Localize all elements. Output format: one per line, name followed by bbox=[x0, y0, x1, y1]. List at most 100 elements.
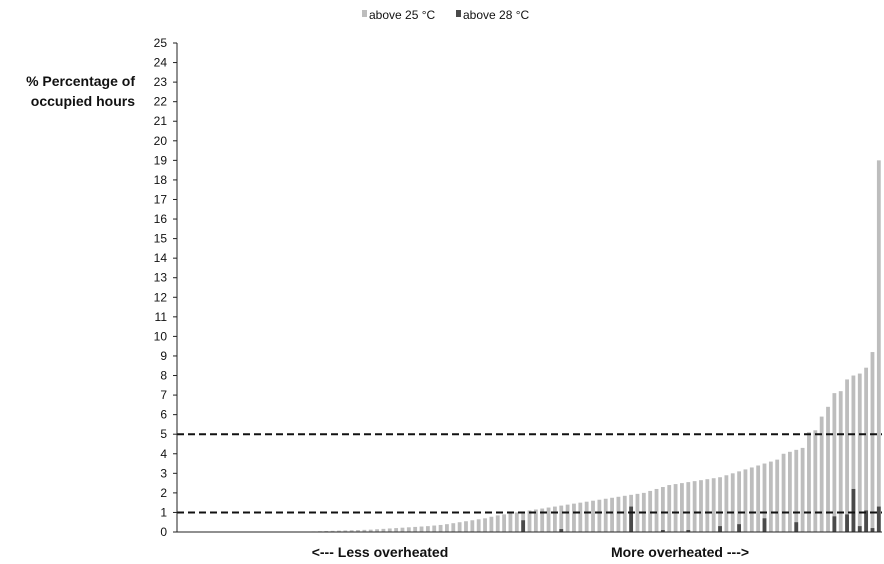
series-above-28 bbox=[521, 488, 881, 532]
y-tick-label: 25 bbox=[154, 36, 168, 50]
bar-above-25 bbox=[775, 459, 780, 532]
bar-above-25 bbox=[616, 496, 621, 532]
reference-lines bbox=[177, 433, 882, 514]
bar-above-25 bbox=[368, 529, 373, 532]
bar-above-25 bbox=[699, 480, 703, 532]
y-tick-label: 23 bbox=[154, 75, 168, 89]
legend-label: above 28 °C bbox=[463, 8, 530, 22]
bar-above-25 bbox=[864, 367, 869, 532]
bar-above-25 bbox=[489, 516, 494, 532]
bar-above-25 bbox=[819, 416, 824, 532]
bar-above-25 bbox=[425, 526, 430, 532]
y-tick-label: 6 bbox=[160, 408, 167, 422]
y-tick-label: 16 bbox=[154, 212, 168, 226]
bar-above-25 bbox=[540, 508, 545, 532]
bar-above-25 bbox=[667, 485, 672, 532]
bar-above-25 bbox=[724, 475, 729, 532]
y-tick-label: 4 bbox=[160, 447, 167, 461]
bar-above-25 bbox=[788, 451, 792, 532]
bar-above-25 bbox=[635, 493, 640, 532]
bar-above-25 bbox=[610, 497, 614, 532]
y-tick-label: 5 bbox=[160, 427, 167, 441]
bar-above-25 bbox=[400, 527, 405, 532]
bar-above-25 bbox=[483, 518, 487, 532]
bar-above-25 bbox=[705, 479, 710, 532]
y-tick-label: 8 bbox=[160, 369, 167, 383]
y-tick-label: 19 bbox=[154, 153, 168, 167]
bar-above-25 bbox=[870, 352, 875, 532]
bar-above-25 bbox=[597, 499, 602, 532]
bar-above-25 bbox=[756, 465, 761, 532]
bar-above-25 bbox=[660, 487, 665, 532]
bar-above-25 bbox=[381, 528, 386, 532]
y-tick-label: 1 bbox=[160, 505, 167, 519]
bar-above-25 bbox=[533, 509, 538, 532]
y-tick-label: 9 bbox=[160, 349, 167, 363]
y-axis-label: % Percentage of occupied hours bbox=[26, 73, 135, 109]
bar-above-28 bbox=[737, 524, 741, 532]
bar-above-25 bbox=[553, 506, 557, 532]
bar-above-28 bbox=[686, 530, 691, 532]
bar-above-25 bbox=[838, 391, 843, 532]
bar-above-28 bbox=[660, 530, 665, 532]
bar-above-25 bbox=[330, 530, 335, 532]
bar-above-25 bbox=[476, 519, 481, 532]
y-tick-label: 14 bbox=[154, 251, 168, 265]
bar-above-25 bbox=[584, 501, 589, 532]
y-tick-label: 18 bbox=[154, 173, 168, 187]
bar-above-25 bbox=[813, 430, 818, 532]
bar-above-25 bbox=[495, 515, 500, 532]
y-tick-label: 11 bbox=[155, 310, 168, 324]
y-axis-ticks: 0123456789101112131415161718192021222324… bbox=[154, 36, 177, 539]
bar-above-25 bbox=[527, 510, 532, 532]
bar-above-28 bbox=[876, 506, 881, 532]
y-tick-label: 2 bbox=[160, 486, 167, 500]
bar-above-28 bbox=[559, 529, 564, 532]
x-annotation-right: More overheated ---> bbox=[611, 544, 749, 560]
bar-above-25 bbox=[857, 373, 862, 532]
bar-above-25 bbox=[762, 463, 767, 532]
bar-above-25 bbox=[680, 483, 684, 532]
bar-above-25 bbox=[343, 530, 348, 532]
bar-above-25 bbox=[394, 528, 399, 532]
bar-above-28 bbox=[762, 518, 767, 532]
bar-above-25 bbox=[559, 505, 564, 532]
x-annotation-left: <--- Less overheated bbox=[312, 544, 449, 560]
bar-above-25 bbox=[851, 375, 856, 532]
y-tick-label: 13 bbox=[154, 271, 168, 285]
bar-above-25 bbox=[406, 527, 411, 532]
y-tick-label: 3 bbox=[160, 466, 167, 480]
y-tick-label: 0 bbox=[160, 525, 167, 539]
bar-above-25 bbox=[826, 406, 830, 532]
legend-label: above 25 °C bbox=[369, 8, 436, 22]
bar-above-25 bbox=[800, 447, 805, 532]
y-tick-label: 7 bbox=[160, 388, 167, 402]
bar-above-25 bbox=[654, 488, 659, 532]
bar-above-28 bbox=[870, 528, 875, 532]
bar-above-25 bbox=[718, 477, 722, 532]
bar-above-25 bbox=[743, 469, 748, 532]
bar-above-25 bbox=[794, 449, 799, 532]
bar-above-25 bbox=[768, 461, 773, 532]
bar-above-25 bbox=[711, 478, 716, 532]
bar-above-25 bbox=[337, 530, 341, 532]
bar-above-25 bbox=[419, 526, 424, 532]
bar-above-25 bbox=[807, 432, 811, 532]
bar-above-25 bbox=[457, 522, 462, 532]
bar-above-25 bbox=[603, 498, 608, 532]
bar-above-25 bbox=[514, 512, 519, 532]
bar-above-25 bbox=[845, 379, 849, 532]
bar-above-25 bbox=[686, 482, 691, 532]
y-tick-label: 15 bbox=[154, 232, 168, 246]
bar-above-25 bbox=[464, 521, 468, 532]
y-tick-label: 22 bbox=[154, 95, 168, 109]
bar-above-25 bbox=[546, 507, 551, 532]
bar-above-28 bbox=[845, 514, 849, 532]
bar-above-25 bbox=[362, 529, 367, 532]
bar-above-25 bbox=[832, 393, 837, 532]
legend-swatch bbox=[362, 10, 367, 17]
y-tick-label: 24 bbox=[154, 56, 168, 70]
bar-above-25 bbox=[572, 503, 576, 532]
bar-above-25 bbox=[692, 481, 697, 532]
